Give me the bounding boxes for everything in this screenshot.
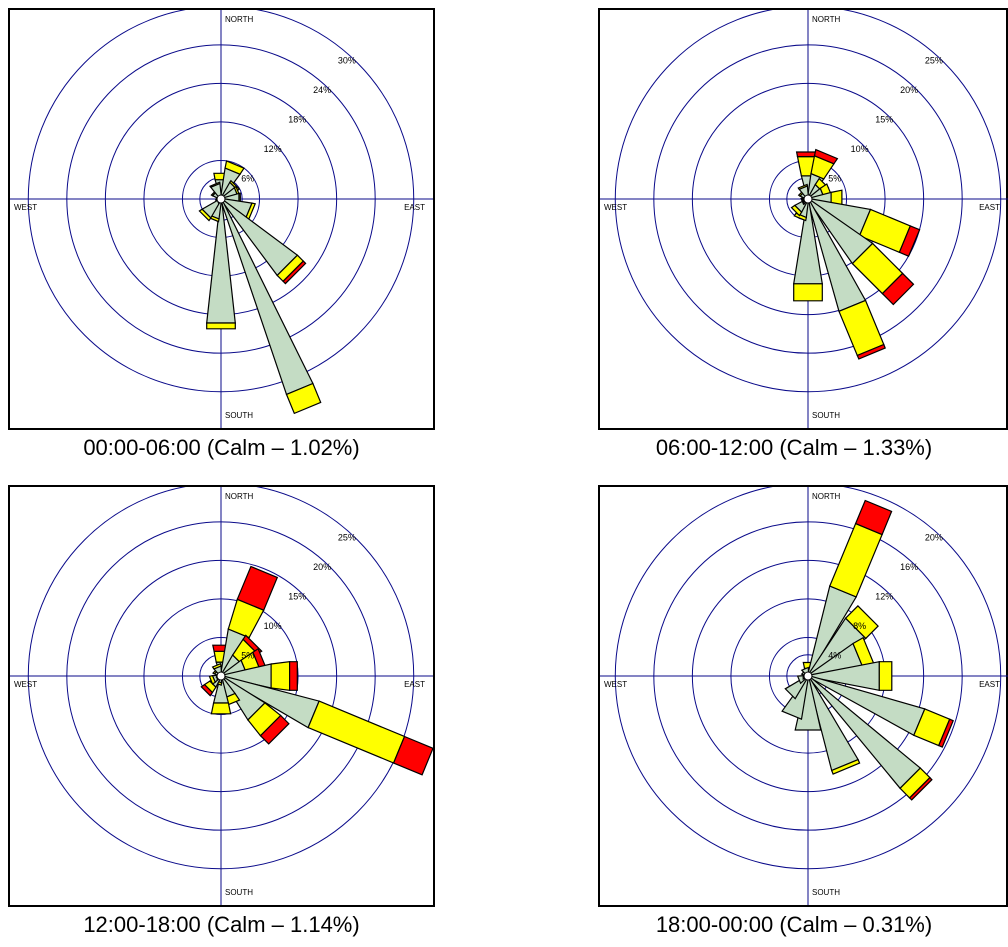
east-label: EAST	[404, 203, 425, 212]
ring-label: 6%	[241, 174, 254, 184]
petal-nnw-band-2	[209, 181, 221, 188]
petal-sse-band-2	[285, 382, 322, 415]
ring-label: 20%	[925, 532, 943, 542]
ring-label: 5%	[241, 651, 254, 661]
south-label: SOUTH	[812, 888, 840, 897]
ring-label: 30%	[338, 55, 356, 65]
petal-nne-band-2	[224, 160, 245, 175]
grid-ring	[614, 10, 1002, 393]
petal-e-band-2	[878, 661, 893, 691]
rose-plot: 5% 10% 15% 20% 25% NORTH SOUTH EAST WEST	[600, 10, 1008, 428]
grid-ring	[27, 10, 415, 393]
grid-ring	[691, 559, 925, 793]
caption-06-12: 06:00-12:00 (Calm – 1.33%)	[655, 435, 933, 460]
calm-circle	[216, 671, 226, 681]
east-label: EAST	[979, 680, 1000, 689]
petal-nne-band-3	[813, 148, 839, 165]
wind-rose-06-12: 5% 10% 15% 20% 25% NORTH SOUTH EAST WEST	[598, 8, 1008, 430]
grid-ring	[143, 598, 299, 754]
wind-rose-18-00: 4% 8% 12% 16% 20% NORTH SOUTH EAST WEST	[598, 485, 1008, 907]
petal-sse-band-1	[219, 198, 314, 396]
wind-rose-00-06: 6% 12% 18% 24% 30% NORTH SOUTH EAST WEST	[8, 8, 435, 430]
petal-ese-band-3	[898, 225, 921, 257]
west-label: WEST	[14, 680, 37, 689]
wind-rose-12-18: 5% 10% 15% 20% 25% NORTH SOUTH EAST WEST	[8, 485, 435, 907]
north-label: NORTH	[225, 492, 254, 501]
rose-plot: 6% 12% 18% 24% 30% NORTH SOUTH EAST WEST	[10, 10, 433, 428]
grid-ring	[614, 487, 1002, 870]
ring-label: 18%	[288, 114, 306, 124]
caption-00-06: 00:00-06:00 (Calm – 1.02%)	[83, 435, 360, 460]
petal-sw-band-2	[790, 204, 803, 217]
grid-ring	[27, 487, 415, 870]
ring-label: 20%	[313, 562, 331, 572]
ring-label: 25%	[925, 55, 943, 65]
petal-nnw-band-2	[797, 183, 809, 191]
grid-ring	[104, 559, 338, 793]
grid-ring	[653, 521, 963, 831]
south-label: SOUTH	[225, 888, 253, 897]
ring-label: 24%	[313, 85, 331, 95]
petal-ne-band-2	[844, 605, 879, 640]
calm-circle	[216, 194, 226, 204]
rose-plot: 5% 10% 15% 20% 25% NORTH SOUTH EAST WEST	[10, 487, 433, 905]
petal-ese-band-3	[937, 718, 954, 748]
ring-label: 12%	[875, 591, 893, 601]
petal-se-band-3	[282, 260, 307, 285]
ring-label: 25%	[338, 532, 356, 542]
petal-sse-band-2	[830, 758, 861, 775]
petal-s-band-2	[210, 702, 232, 715]
north-label: NORTH	[812, 492, 841, 501]
ring-label: 4%	[828, 651, 841, 661]
grid-ring	[691, 82, 925, 316]
ring-label: 12%	[264, 144, 282, 154]
west-label: WEST	[604, 680, 627, 689]
north-label: NORTH	[812, 15, 841, 24]
grid-ring	[66, 521, 376, 831]
ring-label: 10%	[264, 621, 282, 631]
ring-label: 16%	[900, 562, 918, 572]
west-label: WEST	[14, 203, 37, 212]
petal-ese-band-3	[392, 735, 433, 776]
grid-ring	[653, 44, 963, 354]
ring-label: 8%	[853, 621, 866, 631]
east-label: EAST	[979, 203, 1000, 212]
caption-18-00: 18:00-00:00 (Calm – 0.31%)	[655, 912, 933, 937]
petal-wsw-band-2	[208, 675, 216, 685]
petal-se-band-3	[908, 776, 933, 801]
petal-sse-band-3	[856, 343, 886, 360]
petal-ese-band-2	[307, 700, 406, 764]
petal-nne-band-3	[854, 499, 893, 536]
petal-sw-band-2	[198, 208, 212, 222]
petal-nne-band-2	[829, 522, 883, 598]
petal-se-band-1	[219, 197, 299, 277]
petal-nne-band-3	[236, 565, 279, 611]
petal-s-band-2	[793, 283, 823, 302]
petal-se-band-3	[881, 272, 915, 306]
west-label: WEST	[604, 203, 627, 212]
calm-circle	[803, 194, 813, 204]
petal-se-band-3	[259, 714, 290, 745]
petal-nnw-band-2	[211, 662, 222, 670]
ring-label: 15%	[288, 591, 306, 601]
north-label: NORTH	[225, 15, 254, 24]
petal-e-band-2	[270, 661, 291, 691]
south-label: SOUTH	[812, 411, 840, 420]
ring-label: 10%	[851, 144, 869, 154]
petal-sw-band-3	[200, 683, 214, 697]
petal-e-band-3	[289, 661, 298, 691]
east-label: EAST	[404, 680, 425, 689]
ring-label: 5%	[828, 174, 841, 184]
grid-ring	[66, 44, 376, 354]
calm-circle	[803, 671, 813, 681]
caption-12-18: 12:00-18:00 (Calm – 1.14%)	[83, 912, 360, 937]
south-label: SOUTH	[225, 411, 253, 420]
ring-label: 15%	[875, 114, 893, 124]
rose-plot: 4% 8% 12% 16% 20% NORTH SOUTH EAST WEST	[600, 487, 1008, 905]
petal-s-band-2	[206, 322, 236, 330]
ring-label: 20%	[900, 85, 918, 95]
